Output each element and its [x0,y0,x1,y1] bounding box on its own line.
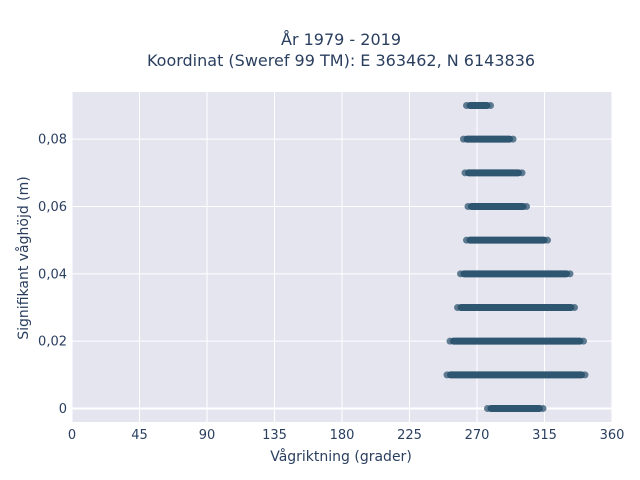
data-point [509,135,517,143]
point-band [457,304,575,312]
data-point [539,405,547,413]
x-tick-label: 90 [199,428,216,443]
y-axis-label: Signifikant våghöjd (m) [15,176,32,339]
data-point [446,337,454,345]
data-point [460,135,467,143]
y-tick-labels: 0 0,02 0,04 0,06 0,08 [38,133,67,417]
data-point [523,202,530,210]
point-band [468,202,527,210]
chart-title-line2: Koordinat (Sweref 99 TM): E 363462, N 61… [147,51,535,70]
point-band [465,169,522,177]
y-tick-label: 0,04 [38,267,67,282]
y-tick-label: 0,02 [38,335,67,350]
x-axis-label: Vågriktning (grader) [270,448,412,465]
y-tick-label: 0,08 [38,133,67,148]
y-tick-label: 0 [59,402,67,417]
point-band [460,270,570,278]
y-tick-label: 0,06 [38,200,67,215]
data-point [580,337,587,345]
point-band [466,236,548,244]
x-tick-label: 315 [532,428,557,443]
data-point [443,371,451,379]
data-point [454,304,461,312]
x-tick-label: 270 [465,428,490,443]
data-point [544,236,551,244]
chart-title-line1: År 1979 - 2019 [281,30,401,49]
point-band [466,101,491,109]
x-tick-label: 0 [68,428,76,443]
data-point [566,270,574,278]
x-tick-label: 225 [397,428,422,443]
point-band [447,371,585,379]
x-tick-label: 45 [131,428,148,443]
data-point [518,169,526,177]
data-point [484,405,491,413]
data-points [443,101,589,413]
data-point [461,169,469,177]
x-tick-label: 360 [600,428,625,443]
data-point [464,202,472,210]
data-point [571,304,578,312]
data-point [463,101,470,109]
x-tick-labels: 0 45 90 135 180 225 270 315 360 [68,428,625,443]
x-tick-label: 180 [330,428,355,443]
point-band [487,405,543,413]
data-point [463,236,470,244]
x-tick-label: 135 [262,428,287,443]
data-point [457,270,464,278]
point-band [450,337,584,345]
point-band [463,135,513,143]
data-point [581,371,589,379]
data-point [487,101,494,109]
